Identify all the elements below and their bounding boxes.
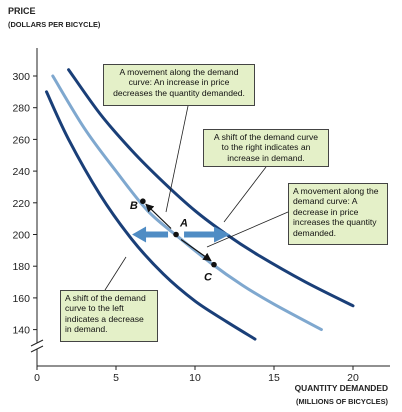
annotation-line: A movement along the <box>293 186 379 196</box>
annotation-line: curve: An increase in price <box>128 77 230 88</box>
x-tick-label: 0 <box>34 372 40 384</box>
leader-movement-down <box>206 211 289 248</box>
leader-shift-left <box>104 256 127 291</box>
annotation-shift-right: A shift of the demand curve to the right … <box>203 129 329 167</box>
shift-left-arrow <box>132 226 169 243</box>
point-c <box>211 261 217 268</box>
y-tick-label: 260 <box>12 134 30 146</box>
axes: 140 160 180 200 220 240 260 280 300 0 5 10 15 20 <box>12 48 390 384</box>
annotation-leaders <box>104 105 289 291</box>
point-a <box>173 231 179 238</box>
arrows <box>132 203 231 262</box>
y-tick-label: 300 <box>12 71 30 83</box>
movement-down-arrow <box>180 239 212 262</box>
demand-curve-left-demand <box>45 90 257 341</box>
annotation-line: to the right indicates an <box>221 142 311 153</box>
axis-break-mark <box>30 339 44 347</box>
annotation-line: increase in demand. <box>227 152 305 163</box>
annotation-movement-up: A movement along the demand curve: An inc… <box>103 64 255 106</box>
axis-break-mark <box>30 345 44 353</box>
annotation-line: demanded. <box>293 227 337 238</box>
y-tick-label: 240 <box>12 166 30 178</box>
demand-curve-original-demand <box>51 74 323 332</box>
y-tick-label: 280 <box>12 103 30 115</box>
x-axis-title-line1: Quantity demanded <box>295 383 388 393</box>
point-b <box>140 198 146 205</box>
leader-shift-right <box>223 166 267 223</box>
point-label-a: A <box>179 218 188 230</box>
axis-break-gap <box>31 343 43 349</box>
x-tick-label: 5 <box>113 372 119 384</box>
x-tick-label: 20 <box>347 372 359 384</box>
annotation-line: indicates a decrease <box>65 313 144 324</box>
annotation-line: decrease in price <box>293 206 359 217</box>
annotation-line: increases the quantity <box>293 217 377 228</box>
y-tick-label: 220 <box>12 198 30 210</box>
y-tick-label: 200 <box>12 230 30 242</box>
data-points: A B C <box>130 198 217 284</box>
y-tick-label: 160 <box>12 293 30 305</box>
annotation-line: demand curve: A <box>293 196 358 207</box>
annotation-line: A movement along the demand <box>119 67 239 77</box>
demand-curves <box>45 68 355 341</box>
annotation-shift-left: A shift of the demand curve to the left in… <box>60 290 158 342</box>
demand-curve-right-demand <box>67 68 355 308</box>
y-tick-label: 180 <box>12 261 30 273</box>
point-label-c: C <box>204 272 213 284</box>
annotation-line: in demand. <box>65 324 108 335</box>
annotation-line: decreases the quantity demanded. <box>113 87 245 98</box>
y-tick-label: 140 <box>12 325 30 337</box>
movement-up-arrow <box>145 203 172 229</box>
annotation-line: A shift of the demand curve <box>213 132 319 142</box>
shift-right-arrow <box>184 226 231 243</box>
annotation-line: A shift of the demand <box>65 293 146 303</box>
annotation-line: curve to the left <box>65 303 124 314</box>
point-label-b: B <box>130 200 138 212</box>
y-axis-title-line1: Price <box>8 6 36 16</box>
x-tick-label: 10 <box>189 372 201 384</box>
y-axis-title-line2: (dollars per bicycle) <box>8 20 101 29</box>
x-tick-label: 15 <box>268 372 280 384</box>
x-axis-title-line2: (millions of bicycles) <box>296 397 389 406</box>
leader-movement-up <box>165 105 189 213</box>
